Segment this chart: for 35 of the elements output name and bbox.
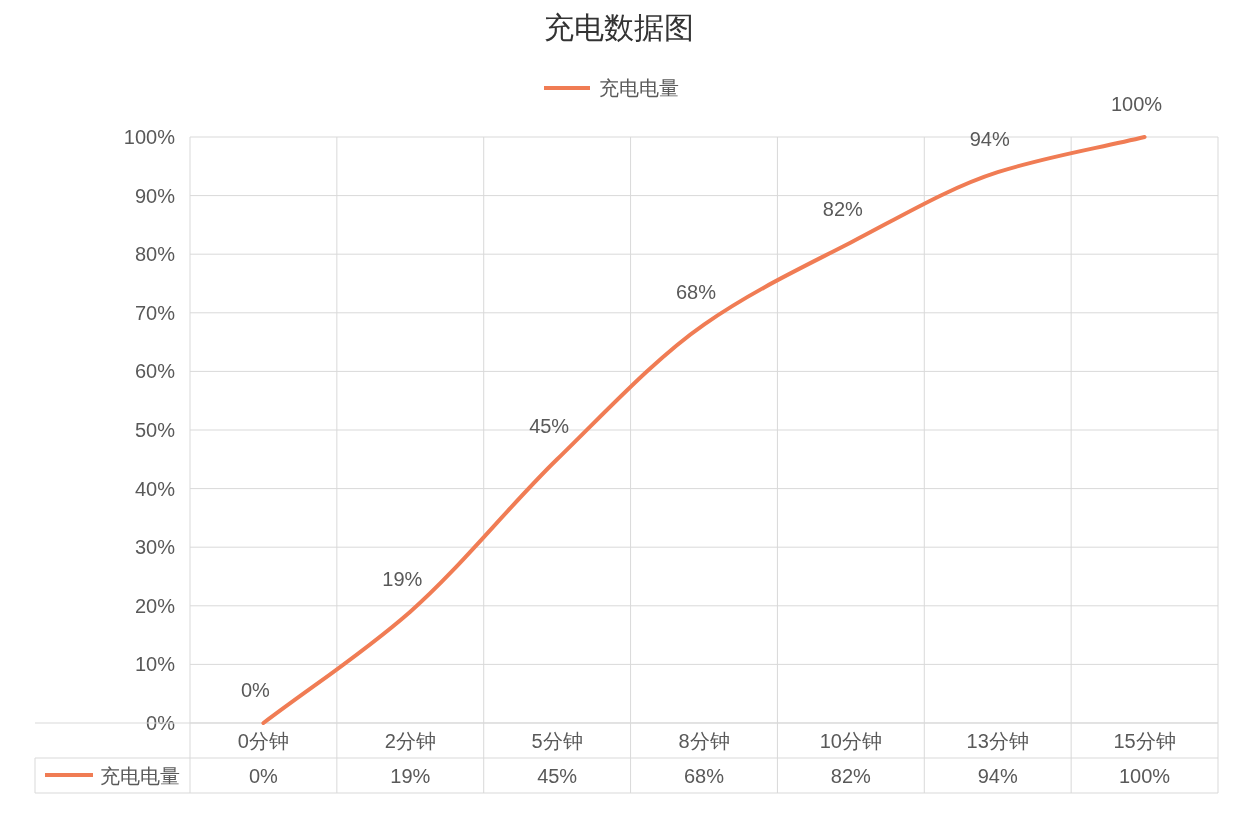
data-label: 19% xyxy=(382,567,423,590)
xtick: 2分钟 xyxy=(384,730,436,752)
ytick: 60% xyxy=(134,360,175,383)
data-label: 100% xyxy=(1111,93,1163,115)
data-label: 45% xyxy=(529,415,570,438)
title: 充电数据图 xyxy=(544,11,694,44)
ytick: 100% xyxy=(123,126,175,148)
ytick: 70% xyxy=(134,301,175,324)
data-label: 68% xyxy=(676,280,716,303)
xtick: 0分钟 xyxy=(237,730,289,752)
ytick: 20% xyxy=(134,594,175,617)
table-value: 0% xyxy=(249,765,278,787)
legend-text: 充电电量 xyxy=(599,77,679,99)
table-series: 充电电量 xyxy=(100,765,180,787)
ytick: 40% xyxy=(134,477,175,500)
table-value: 45% xyxy=(537,765,578,787)
ytick: 90% xyxy=(134,184,175,207)
xtick: 10分钟 xyxy=(819,730,882,752)
data-label: 82% xyxy=(822,198,863,221)
xtick: 5分钟 xyxy=(531,730,583,752)
table-value: 94% xyxy=(977,765,1018,787)
ytick: 10% xyxy=(134,653,175,676)
data-label: 94% xyxy=(969,128,1010,151)
ytick: 30% xyxy=(134,536,175,559)
table-value: 19% xyxy=(390,765,431,787)
xtick: 8分钟 xyxy=(678,730,730,752)
ytick: 80% xyxy=(134,243,175,266)
table-value: 100% xyxy=(1119,765,1171,787)
ytick: 50% xyxy=(134,419,175,441)
data-label: 0% xyxy=(241,679,270,701)
xtick: 15分钟 xyxy=(1113,730,1176,752)
table-value: 82% xyxy=(830,765,871,787)
xtick: 13分钟 xyxy=(966,730,1029,752)
ytick: 0% xyxy=(146,712,175,734)
table-value: 68% xyxy=(684,765,724,787)
